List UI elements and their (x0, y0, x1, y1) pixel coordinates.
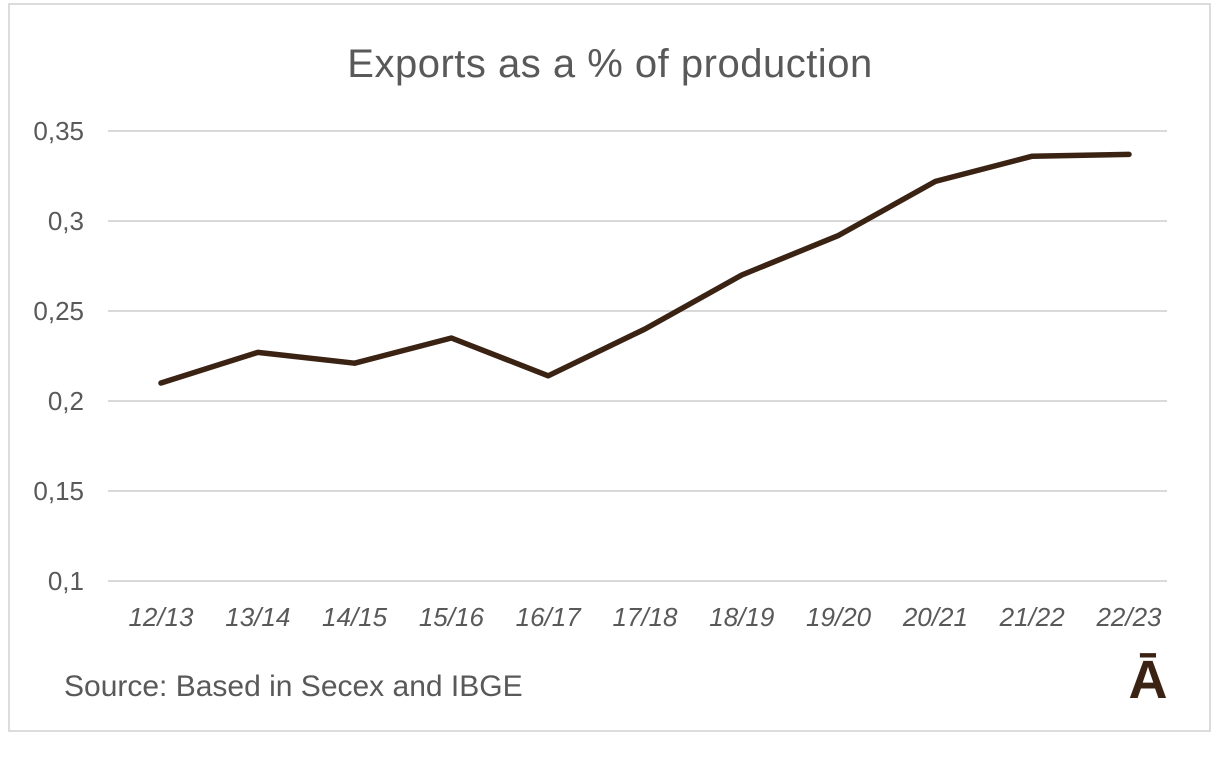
x-axis-tick-label: 13/14 (225, 602, 291, 632)
x-axis-tick-label: 15/16 (418, 602, 484, 632)
x-axis-tick-label: 16/17 (515, 602, 581, 632)
chart-title: Exports as a % of production (347, 42, 873, 86)
x-axis-tick-label: 20/21 (902, 602, 968, 632)
y-axis-tick-label: 0,2 (47, 386, 84, 416)
x-axis-tick-label: 19/20 (806, 602, 872, 632)
x-axis-tick-label: 18/19 (709, 602, 775, 632)
x-axis-tick-label: 22/23 (1096, 602, 1162, 632)
y-axis-tick-label: 0,35 (33, 116, 84, 146)
source-caption: Source: Based in Secex and IBGE (64, 670, 523, 703)
y-axis-tick-label: 0,25 (33, 296, 84, 326)
logo-a-macron: Ā (1128, 650, 1168, 710)
x-axis-tick-label: 12/13 (128, 602, 194, 632)
y-axis-tick-label: 0,1 (47, 566, 84, 596)
y-axis-tick-label: 0,15 (33, 476, 84, 506)
exports-series-line (158, 151, 1132, 386)
x-axis-tick-label: 14/15 (322, 602, 388, 632)
y-axis-tick-label: 0,3 (47, 206, 84, 236)
x-axis-tick-label: 21/22 (999, 602, 1065, 632)
x-axis-tick-label: 17/18 (612, 602, 678, 632)
